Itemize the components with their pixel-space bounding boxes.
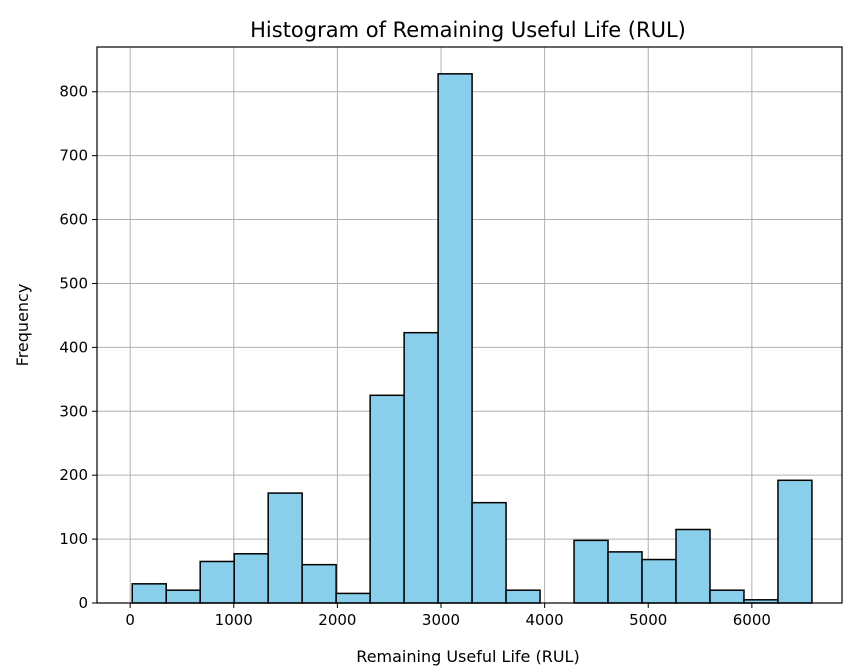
histogram-bar-17: [709, 589, 745, 604]
chart-title: Histogram of Remaining Useful Life (RUL): [250, 18, 686, 42]
y-axis-label: Frequency: [13, 284, 32, 367]
x-axis-label: Remaining Useful Life (RUL): [356, 647, 579, 666]
y-tick-label-7: 700: [59, 147, 88, 165]
histogram-bar-13: [573, 539, 609, 604]
x-tick-label-1: 1000: [215, 611, 253, 629]
histogram-bar-8: [403, 331, 439, 604]
x-tick-label-3: 3000: [422, 611, 460, 629]
y-tick-label-1: 100: [59, 530, 88, 548]
histogram-bar-2: [199, 560, 235, 604]
x-tick-label-5: 5000: [629, 611, 667, 629]
histogram-bar-1: [165, 589, 201, 604]
y-axis-ticks: 0 100 200 300 400 500 600 700 800: [59, 83, 97, 612]
y-tick-label-5: 500: [59, 274, 88, 292]
x-axis-ticks: 0 1000 2000 3000 4000 5000 6000: [125, 603, 771, 629]
histogram-bar-6: [335, 592, 371, 604]
y-tick-label-8: 800: [59, 83, 88, 101]
y-tick-label-6: 600: [59, 211, 88, 229]
histogram-bar-3: [233, 553, 269, 604]
histogram-bar-7: [369, 394, 405, 604]
y-tick-label-4: 400: [59, 338, 88, 356]
histogram-bar-9: [437, 73, 473, 604]
y-tick-label-2: 200: [59, 466, 88, 484]
x-tick-label-4: 4000: [526, 611, 564, 629]
histogram-bar-10: [471, 501, 507, 604]
histogram-bar-0: [131, 583, 167, 604]
histogram-bar-16: [675, 528, 711, 604]
histogram-bar-11: [505, 589, 541, 604]
histogram-bar-5: [301, 563, 337, 604]
x-tick-label-2: 2000: [318, 611, 356, 629]
x-tick-label-6: 6000: [733, 611, 771, 629]
histogram-bar-15: [641, 558, 677, 604]
histogram-bars: [131, 73, 813, 604]
y-tick-label-0: 0: [78, 594, 88, 612]
y-tick-label-3: 300: [59, 402, 88, 420]
histogram-bar-4: [267, 492, 303, 604]
histogram-bar-19: [777, 479, 813, 604]
plot-frame: [96, 46, 843, 604]
x-tick-label-0: 0: [125, 611, 135, 629]
histogram-bar-14: [607, 551, 643, 604]
